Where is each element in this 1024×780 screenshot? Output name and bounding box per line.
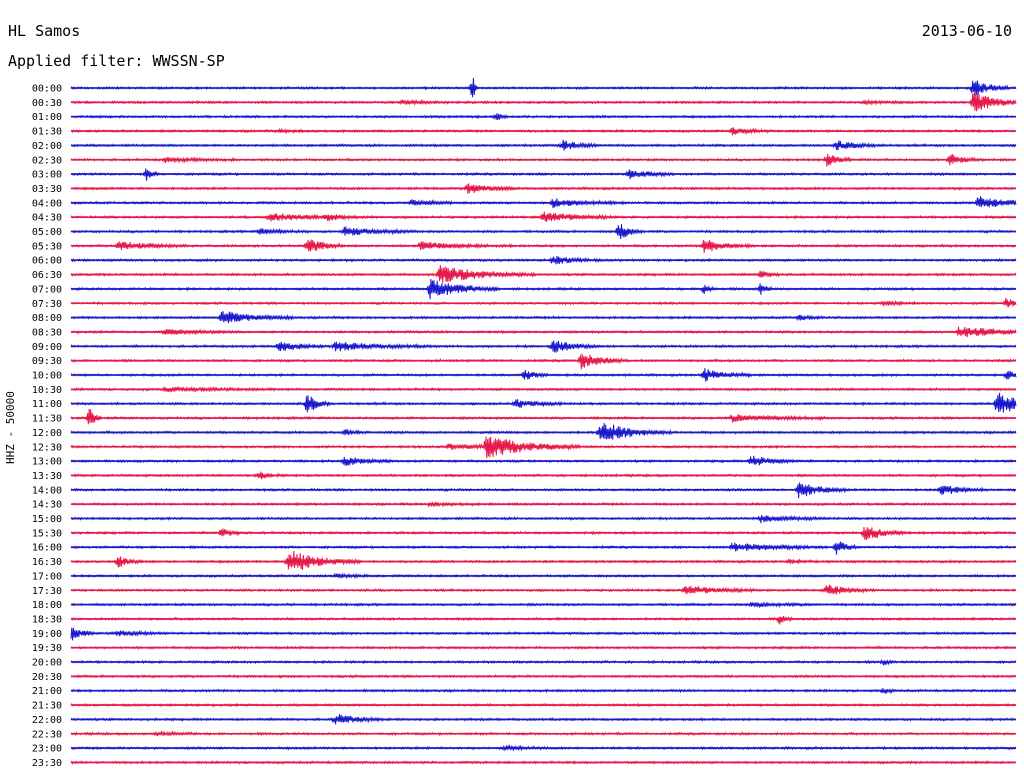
row-label: 23:30 — [32, 758, 62, 769]
trace-1130 — [70, 408, 1017, 425]
row-label: 21:30 — [32, 701, 62, 712]
row-label: 14:30 — [32, 500, 62, 511]
row-label: 12:30 — [32, 442, 62, 453]
row-label: 05:30 — [32, 241, 62, 252]
trace-1630 — [70, 550, 1017, 570]
row-label: 21:00 — [32, 686, 62, 697]
row-label: 08:30 — [32, 327, 62, 338]
row-label: 16:00 — [32, 543, 62, 554]
row-label: 07:00 — [32, 284, 62, 295]
row-label: 20:00 — [32, 658, 62, 669]
trace-1200 — [70, 422, 1017, 440]
row-label: 18:30 — [32, 614, 62, 625]
row-label: 09:30 — [32, 356, 62, 367]
row-label: 12:00 — [32, 428, 62, 439]
trace-1600 — [70, 541, 1017, 555]
row-label: 06:30 — [32, 270, 62, 281]
row-label: 19:00 — [32, 629, 62, 640]
row-label: 00:00 — [32, 84, 62, 95]
row-label: 11:30 — [32, 414, 62, 425]
row-label: 16:30 — [32, 557, 62, 568]
row-label: 01:00 — [32, 112, 62, 123]
trace-2000 — [70, 658, 1017, 666]
row-label: 00:30 — [32, 98, 62, 109]
station-title: HL Samos — [8, 22, 81, 40]
row-label: 13:00 — [32, 457, 62, 468]
row-label: 14:00 — [32, 485, 62, 496]
filter-label: Applied filter: WWSSN-SP — [8, 52, 225, 70]
row-label: 20:30 — [32, 672, 62, 683]
row-label: 13:30 — [32, 471, 62, 482]
row-label: 10:30 — [32, 385, 62, 396]
date-label: 2013-06-10 — [921, 22, 1012, 40]
row-label: 22:30 — [32, 729, 62, 740]
row-label: 05:00 — [32, 227, 62, 238]
row-label: 06:00 — [32, 256, 62, 267]
row-label: 04:00 — [32, 198, 62, 209]
row-label: 11:00 — [32, 399, 62, 410]
row-label: 22:00 — [32, 715, 62, 726]
row-label: 17:00 — [32, 571, 62, 582]
trace-1830 — [70, 616, 1017, 625]
row-label: 08:00 — [32, 313, 62, 324]
row-label: 15:30 — [32, 528, 62, 539]
row-label: 23:00 — [32, 744, 62, 755]
row-label: 07:30 — [32, 299, 62, 310]
row-label: 19:30 — [32, 643, 62, 654]
row-label: 01:30 — [32, 127, 62, 138]
trace-0930 — [70, 353, 1017, 370]
row-label: 18:00 — [32, 600, 62, 611]
trace-1100 — [70, 392, 1017, 413]
row-label: 17:30 — [32, 586, 62, 597]
row-labels: 00:00 00:30 01:00 01:30 02:00 02:30 03:00 03:30… — [32, 84, 62, 769]
row-label: 15:00 — [32, 514, 62, 525]
row-label: 02:00 — [32, 141, 62, 152]
row-label: 03:30 — [32, 184, 62, 195]
row-label: 02:30 — [32, 155, 62, 166]
row-label: 09:00 — [32, 342, 62, 353]
seismic-traces — [70, 77, 1017, 765]
row-label: 04:30 — [32, 213, 62, 224]
row-label: 10:00 — [32, 371, 62, 382]
row-label: 03:00 — [32, 170, 62, 181]
